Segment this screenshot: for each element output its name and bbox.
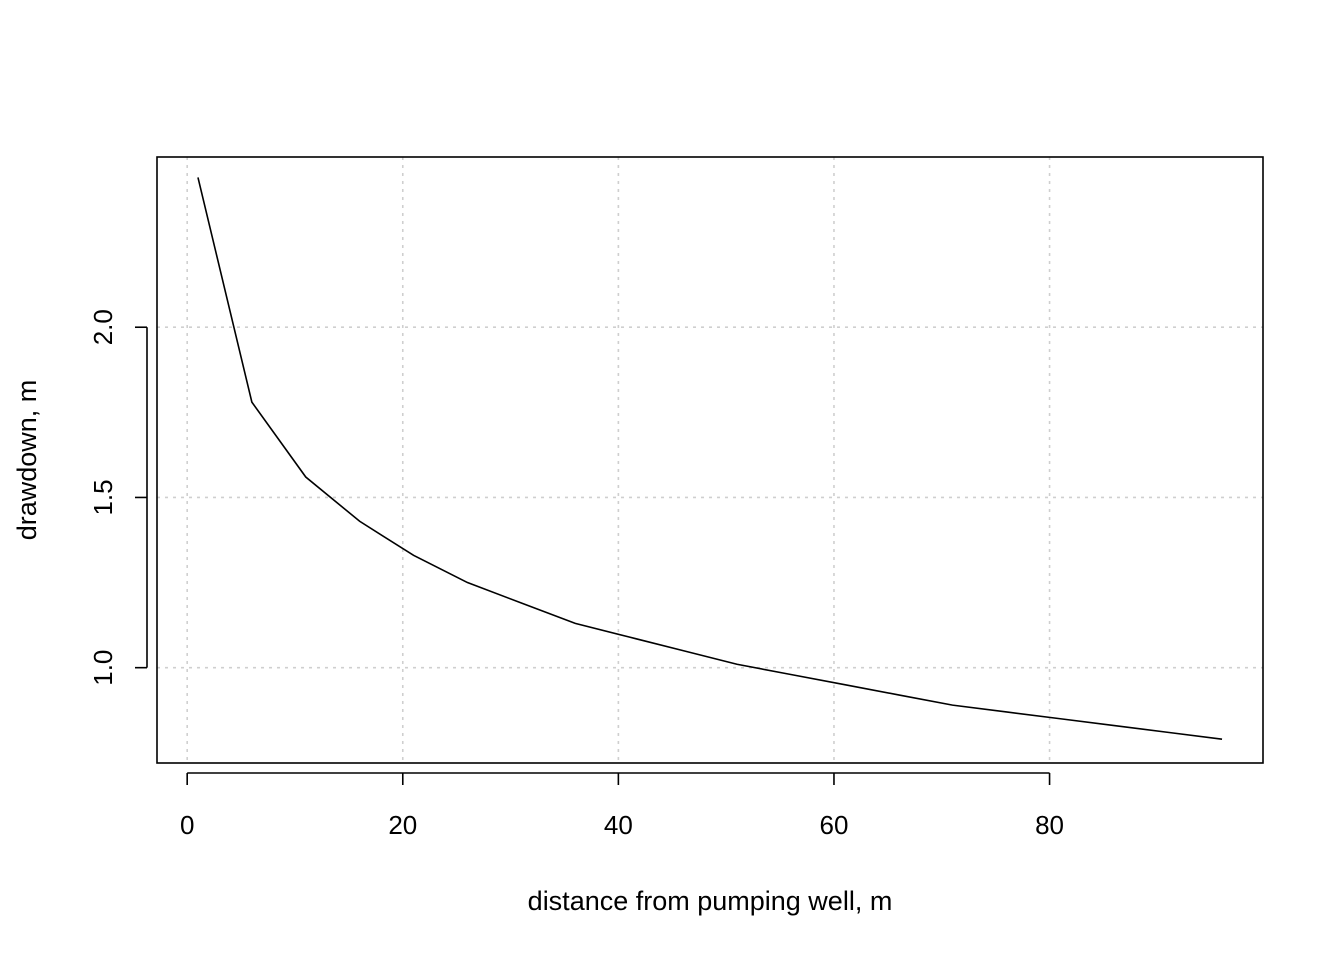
x-tick-label-2: 40 [604, 810, 633, 840]
series-line-0 [197, 177, 1223, 740]
y-tick-label-1: 1.5 [88, 479, 118, 515]
x-axis-title: distance from pumping well, m [528, 886, 893, 916]
grid-layer [157, 157, 1263, 763]
series-layer [197, 177, 1223, 740]
x-tick-label-0: 0 [180, 810, 194, 840]
y-axis-title: drawdown, m [12, 380, 42, 541]
y-tick-label-2: 2.0 [88, 309, 118, 345]
y-axis: 1.0 1.5 2.0 [88, 309, 148, 686]
x-tick-label-1: 20 [388, 810, 417, 840]
x-tick-label-4: 80 [1035, 810, 1064, 840]
x-tick-label-3: 60 [820, 810, 849, 840]
y-tick-label-0: 1.0 [88, 650, 118, 686]
x-axis: 0 20 40 60 80 [180, 772, 1064, 840]
plot-frame [156, 156, 1264, 764]
